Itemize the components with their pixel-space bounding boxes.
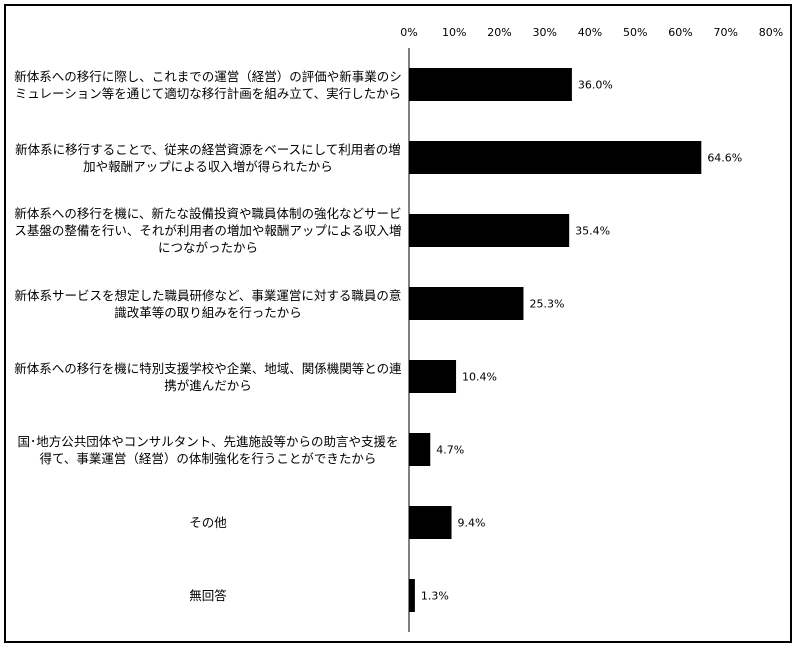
category-label: 新体系に移行することで、従来の経営資源をベースにして利用者の増加や報酬アップによ… [15,141,401,174]
category-label: 新体系への移行に際し、これまでの運営（経営）の評価や新事業のシミュレーション等を… [14,68,402,101]
data-label: 1.3% [421,590,449,603]
x-tick-label: 20% [487,26,511,39]
bar [409,506,452,539]
bar [409,141,702,174]
bar [409,287,524,320]
bar [409,214,570,247]
data-label: 10.4% [462,371,497,384]
bar [409,68,572,101]
bar [409,433,431,466]
category-label: その他 [189,515,227,530]
bar [409,579,415,612]
x-axis-ticks: 0% 10% 20% 30% 40% 50% 60% 70% 80% [400,26,783,39]
category-label: 新体系サービスを想定した職員研修など、事業運営に対する職員の意識改革等の取り組み… [14,287,402,320]
x-tick-label: 10% [442,26,466,39]
x-tick-label: 40% [578,26,602,39]
value-labels: 36.0% 64.6% 35.4% 25.3% 10.4% 4.7% 9.4% 1.3% [421,79,742,603]
data-label: 36.0% [578,79,613,92]
x-tick-label: 50% [623,26,647,39]
category-label: 国･地方公共団体やコンサルタント、先進施設等からの助言や支援を得て、事業運営（経… [17,433,399,466]
category-label: 新体系への移行を機に特別支援学校や企業、地域、関係機関等との連携が進んだから [14,360,402,393]
bars [409,68,702,612]
data-label: 35.4% [575,225,610,238]
x-tick-label: 80% [759,26,783,39]
data-label: 25.3% [529,298,564,311]
x-tick-label: 60% [668,26,692,39]
data-label: 9.4% [458,517,486,530]
x-tick-label: 30% [533,26,557,39]
category-label: 新体系への移行を機に、新たな設備投資や職員体制の強化などサービス基盤の整備を行い… [14,206,402,255]
x-tick-label: 0% [400,26,417,39]
data-label: 64.6% [707,152,742,165]
data-label: 4.7% [436,444,464,457]
bar [409,360,457,393]
category-label: 無回答 [189,588,227,603]
x-tick-label: 70% [714,26,738,39]
chart-frame [4,4,792,643]
